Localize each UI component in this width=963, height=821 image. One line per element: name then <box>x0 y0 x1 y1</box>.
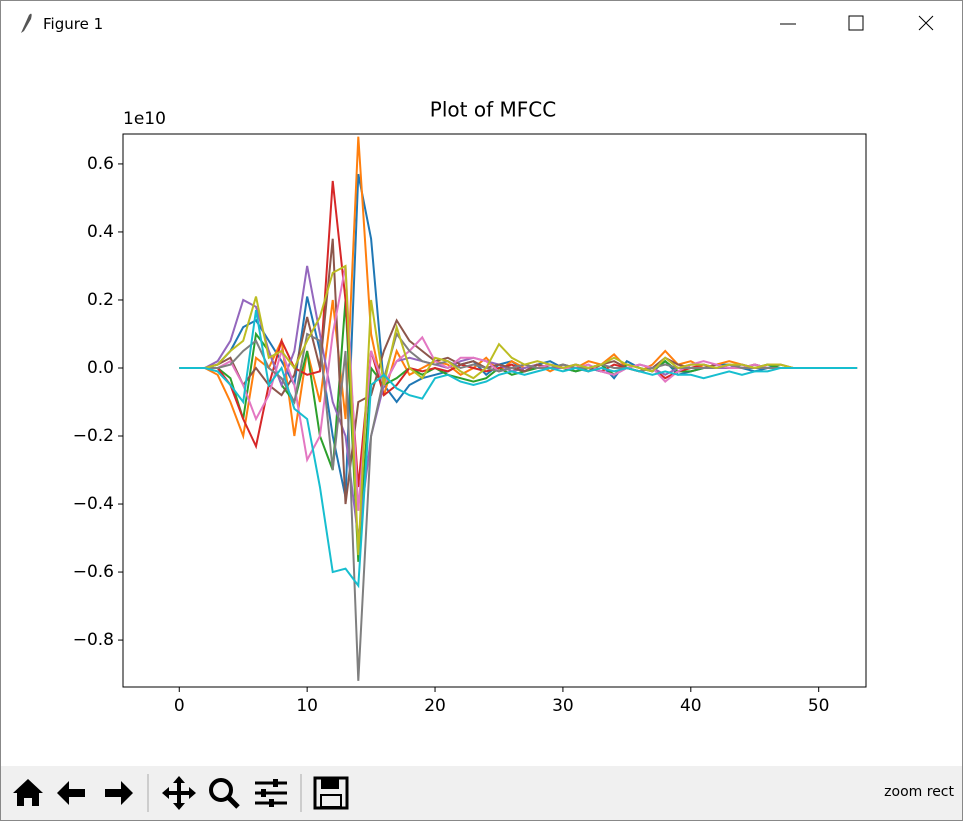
series-line <box>179 173 858 498</box>
back-button[interactable] <box>57 781 85 805</box>
save-button[interactable] <box>313 776 349 810</box>
y-tick-label: −0.4 <box>73 494 114 514</box>
x-tick-label: 40 <box>680 696 702 716</box>
y-tick-label: −0.2 <box>73 426 114 446</box>
zoom-button[interactable] <box>209 778 240 809</box>
series-line <box>179 264 858 556</box>
toolbar-buttons <box>13 774 349 812</box>
plot-lines <box>179 136 858 681</box>
x-tick-label: 0 <box>174 696 185 716</box>
home-button[interactable] <box>13 779 43 806</box>
y-tick-label: 0.2 <box>87 290 114 310</box>
y-tick-label: 0.0 <box>87 358 114 378</box>
y-tick-label: 0.4 <box>87 222 114 242</box>
x-tick-label: 20 <box>424 696 446 716</box>
x-tick-label: 30 <box>552 696 574 716</box>
y-tick-label: −0.6 <box>73 562 114 582</box>
close-button[interactable] <box>918 15 934 31</box>
chart: Plot of MFCC 1e10 −0.8 −0.6 −0.4 −0.2 0.0 0.2… <box>73 98 867 716</box>
x-tick-label: 50 <box>808 696 830 716</box>
toolbar: zoom rect <box>1 766 962 820</box>
title-bar: Figure 1 <box>1 1 962 47</box>
forward-button[interactable] <box>105 781 133 805</box>
window-title: Figure 1 <box>43 15 104 33</box>
y-tick-label: 0.6 <box>87 154 114 174</box>
series-line <box>179 265 858 539</box>
series-line <box>179 265 858 511</box>
series-line <box>179 180 858 488</box>
series-line <box>179 299 858 562</box>
window-controls <box>780 15 934 31</box>
y-tick-label: −0.8 <box>73 630 114 650</box>
status-text: zoom rect <box>884 784 954 800</box>
app-icon <box>21 13 32 33</box>
x-tick-label: 10 <box>296 696 318 716</box>
pan-button[interactable] <box>162 776 196 810</box>
series-line <box>179 136 858 440</box>
offset-label: 1e10 <box>123 109 166 129</box>
chart-title: Plot of MFCC <box>430 98 556 122</box>
series-line <box>179 331 858 681</box>
series-line <box>179 310 858 589</box>
plot-frame <box>122 133 867 688</box>
maximize-button[interactable] <box>848 15 864 31</box>
configure-button[interactable] <box>255 779 287 807</box>
